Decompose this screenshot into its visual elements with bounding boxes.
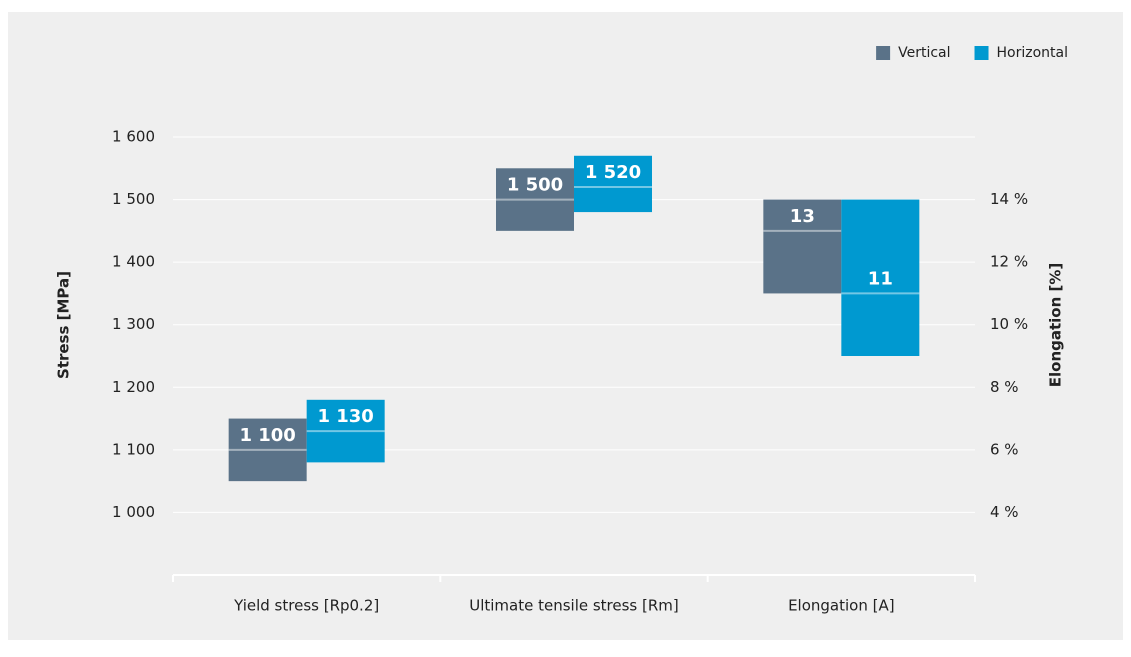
value-label: 1 500 [507,175,563,196]
range-bar [763,199,842,294]
y-tick-label: 1 300 [112,315,155,333]
y-axis-title: Stress [MPa] [55,271,73,379]
range-bar [841,199,920,356]
x-tick-label: Yield stress [Rp0.2] [233,597,379,615]
y2-tick-label: 12 % [990,253,1028,271]
y2-tick-label: 6 % [990,440,1019,458]
panel [8,12,1123,640]
range-bar [306,399,385,463]
value-label: 1 520 [585,162,641,183]
y2-tick-label: 4 % [990,503,1019,521]
legend-swatch [974,46,989,60]
y-tick-label: 1 100 [112,440,155,458]
range-bar [496,168,574,231]
y2-axis-title: Elongation [%] [1047,263,1065,388]
y2-tick-label: 8 % [990,378,1019,396]
value-label: 11 [868,268,893,289]
x-tick-label: Ultimate tensile stress [Rm] [469,597,679,615]
legend-label: Horizontal [997,45,1068,61]
y2-tick-label: 14 % [990,190,1028,208]
y-tick-label: 1 400 [112,253,155,271]
legend-label: Vertical [898,45,950,61]
legend-swatch [876,46,891,60]
y-tick-label: 1 500 [112,190,155,208]
value-label: 13 [790,206,815,227]
y-tick-label: 1 600 [112,128,155,146]
range-bar [574,155,652,213]
x-tick-label: Elongation [A] [788,597,895,615]
y-tick-label: 1 000 [112,503,155,521]
y2-tick-label: 10 % [990,315,1028,333]
value-label: 1 130 [317,406,373,427]
value-label: 1 100 [239,425,295,446]
range-bar [228,418,307,482]
y-tick-label: 1 200 [112,378,155,396]
